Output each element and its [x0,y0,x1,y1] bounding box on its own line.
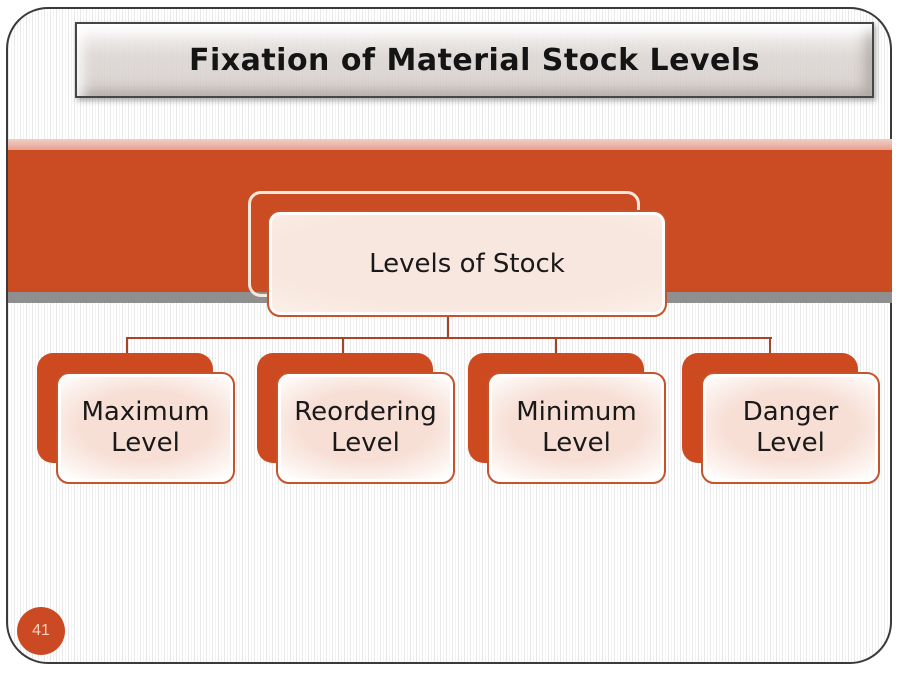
child-node-minimum: Minimum Level [487,372,666,484]
slide-frame [6,7,892,664]
pink-accent-strip [8,139,892,150]
child-node-maximum: Maximum Level [56,372,235,484]
child-node-reordering: Reordering Level [276,372,455,484]
slide-title: Fixation of Material Stock Levels [188,42,761,78]
connector-stub-maximum [126,337,128,355]
child-node-label: Minimum Level [516,397,637,458]
page-number: 41 [32,622,50,639]
page-number-badge: 41 [17,607,65,655]
connector-horizontal [126,337,772,339]
connector-stub-reordering [342,337,344,355]
child-node-label: Reordering Level [294,397,437,458]
child-node-label: Maximum Level [81,397,210,458]
connector-root-vertical [447,317,449,338]
connector-stub-minimum [555,337,557,355]
connector-stub-danger [769,337,771,355]
root-node: Levels of Stock [267,210,667,317]
slide-title-plaque: Fixation of Material Stock Levels [75,22,874,98]
child-node-danger: Danger Level [701,372,880,484]
root-node-label: Levels of Stock [369,248,565,279]
child-node-label: Danger Level [742,397,839,458]
